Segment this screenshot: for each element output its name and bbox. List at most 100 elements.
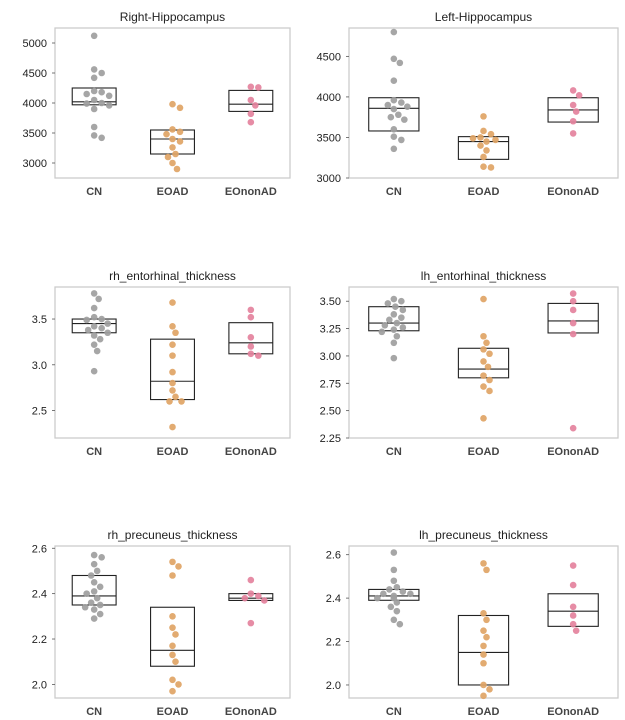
- panel-title: lh_precuneus_thickness: [419, 528, 548, 542]
- data-point: [486, 376, 493, 384]
- data-point: [486, 387, 493, 395]
- data-point: [169, 687, 176, 695]
- data-point: [98, 88, 105, 96]
- data-point: [487, 130, 495, 138]
- data-point: [90, 132, 98, 139]
- x-tick-label: EOnonAD: [225, 446, 277, 458]
- data-point: [399, 588, 407, 595]
- data-point: [247, 110, 255, 118]
- data-point: [569, 117, 577, 125]
- x-tick-label: EOAD: [468, 706, 500, 715]
- data-point: [261, 597, 268, 604]
- data-point: [90, 367, 98, 375]
- y-tick-label: 3500: [23, 128, 47, 140]
- data-point: [169, 159, 176, 167]
- data-point: [480, 153, 487, 161]
- y-tick-label: 2.4: [32, 589, 47, 601]
- data-point: [480, 560, 487, 567]
- data-point: [381, 321, 389, 329]
- data-point: [390, 616, 398, 624]
- panel-title: rh_precuneus_thickness: [107, 528, 237, 542]
- data-point: [480, 659, 487, 667]
- data-point: [484, 363, 492, 371]
- data-point: [93, 347, 101, 355]
- data-point: [572, 627, 580, 634]
- data-point: [247, 83, 255, 91]
- y-tick-label: 2.25: [320, 433, 341, 445]
- data-point: [98, 99, 105, 107]
- y-tick-label: 4000: [317, 92, 341, 104]
- panel-title: Right-Hippocampus: [120, 10, 225, 24]
- data-point: [255, 592, 262, 600]
- data-point: [105, 102, 113, 109]
- data-point: [83, 90, 90, 98]
- data-point: [90, 105, 98, 113]
- data-point: [569, 330, 577, 338]
- data-point: [393, 607, 401, 615]
- y-tick-label: 3.5: [32, 314, 47, 326]
- x-tick-label: CN: [386, 186, 402, 198]
- data-point: [480, 692, 487, 700]
- data-point: [90, 32, 98, 40]
- data-point: [87, 572, 95, 579]
- data-point: [247, 576, 255, 584]
- data-point: [98, 134, 105, 142]
- data-point: [169, 379, 176, 387]
- x-tick-label: CN: [86, 706, 102, 715]
- data-point: [480, 346, 487, 353]
- data-point: [96, 583, 104, 591]
- data-point: [247, 96, 255, 104]
- data-point: [169, 651, 176, 659]
- data-point: [83, 590, 90, 597]
- data-point: [90, 74, 98, 82]
- data-point: [398, 99, 405, 106]
- data-point: [172, 329, 179, 337]
- data-point: [104, 329, 111, 337]
- x-tick-label: CN: [386, 446, 402, 458]
- data-point: [169, 368, 176, 376]
- data-point: [390, 295, 398, 303]
- data-point: [90, 341, 98, 348]
- data-point: [247, 313, 255, 321]
- data-point: [393, 332, 401, 340]
- data-point: [569, 101, 577, 109]
- data-point: [93, 594, 101, 602]
- data-point: [480, 415, 487, 422]
- data-point: [169, 352, 176, 359]
- data-point: [569, 620, 577, 628]
- data-point: [169, 423, 176, 431]
- data-point: [398, 314, 405, 321]
- data-point: [90, 578, 98, 586]
- data-point: [569, 306, 577, 314]
- data-point: [380, 590, 387, 598]
- data-point: [477, 134, 484, 141]
- data-point: [480, 610, 487, 617]
- data-point: [169, 676, 176, 684]
- data-point: [169, 642, 176, 650]
- data-point: [83, 100, 90, 107]
- x-tick-label: CN: [86, 186, 102, 198]
- data-point: [90, 551, 98, 559]
- data-point: [387, 603, 395, 611]
- data-point: [477, 142, 484, 149]
- data-point: [569, 130, 577, 137]
- data-point: [480, 642, 487, 650]
- x-tick-label: EOnonAD: [225, 706, 277, 715]
- data-point: [386, 316, 393, 324]
- data-point: [172, 631, 179, 638]
- data-point: [98, 324, 105, 332]
- data-point: [483, 633, 490, 641]
- data-point: [175, 681, 182, 688]
- data-point: [480, 113, 487, 120]
- data-point: [87, 599, 95, 607]
- y-tick-label: 3000: [317, 173, 341, 185]
- data-point: [169, 126, 176, 133]
- data-point: [393, 583, 401, 591]
- data-point: [169, 558, 176, 566]
- plot-frame: [348, 27, 619, 179]
- data-point: [480, 383, 487, 390]
- y-tick-label: 2.0: [326, 680, 341, 692]
- data-point: [96, 610, 104, 618]
- data-point: [169, 613, 176, 620]
- iqr-box: [150, 606, 195, 667]
